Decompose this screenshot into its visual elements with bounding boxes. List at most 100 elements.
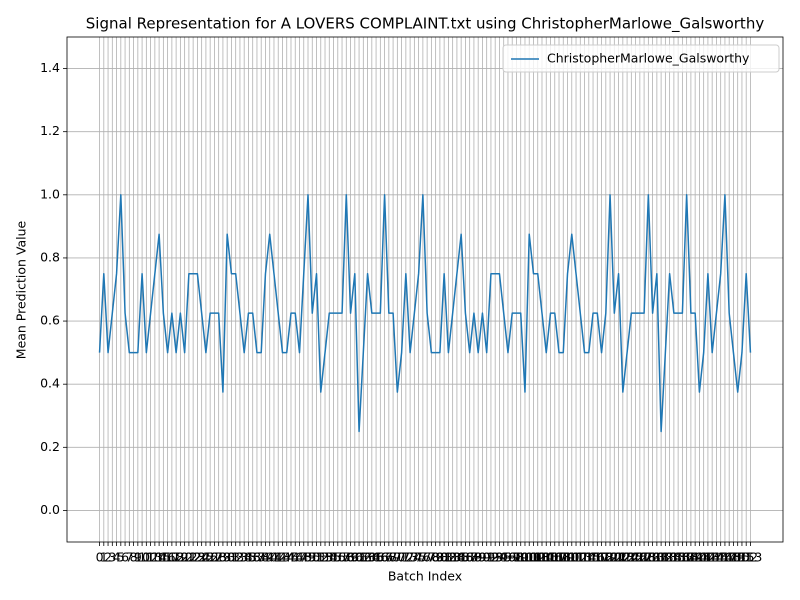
- x-tick-label: 11: [138, 550, 154, 565]
- x-tick-label: 83: [445, 550, 461, 565]
- x-tick-label: 2: [104, 550, 112, 565]
- x-tick-label: 20: [177, 550, 193, 565]
- x-tick-label: 44: [279, 550, 295, 565]
- x-tick-label: 145: [704, 550, 728, 565]
- x-tick-label: 54: [321, 550, 337, 565]
- x-tick-label: 121: [602, 550, 626, 565]
- x-tick-label: 106: [539, 550, 563, 565]
- x-tick-label: 149: [722, 550, 746, 565]
- x-tick-label: 43: [275, 550, 291, 565]
- x-tick-label: 123: [611, 550, 635, 565]
- x-tick-label: 34: [236, 550, 252, 565]
- x-tick-label: 33: [232, 550, 248, 565]
- x-tick-label: 109: [551, 550, 575, 565]
- x-tick-label: 99: [513, 550, 529, 565]
- plot-frame: [66, 36, 784, 543]
- x-tick-label: 12: [143, 550, 159, 565]
- x-tick-label: 94: [491, 550, 507, 565]
- x-tick-label: 22: [185, 550, 201, 565]
- x-tick-label: 82: [440, 550, 456, 565]
- y-axis-label: Mean Prediction Value: [14, 220, 29, 359]
- x-tick-label: 57: [334, 550, 350, 565]
- x-tick-label: 87: [462, 550, 478, 565]
- line-series: [98, 194, 752, 433]
- x-axis-label: Batch Index: [388, 569, 462, 584]
- x-tick-label: 78: [423, 550, 439, 565]
- x-tick-label: 105: [534, 550, 558, 565]
- y-tick-label: 0.8: [40, 249, 60, 264]
- x-tick-label: 16: [160, 550, 176, 565]
- x-tick-label: 136: [666, 550, 690, 565]
- x-tick-label: 42: [270, 550, 286, 565]
- x-tick-label: 58: [338, 550, 354, 565]
- x-tick-label: 36: [245, 550, 261, 565]
- x-tick-label: 129: [636, 550, 660, 565]
- x-tick-label: 38: [253, 550, 269, 565]
- x-tick-label: 141: [687, 550, 711, 565]
- legend-box: [502, 44, 780, 73]
- x-tick-label: 77: [419, 550, 435, 565]
- legend-label: ChristopherMarlowe_Galsworthy: [547, 51, 750, 66]
- x-tick-label: 120: [598, 550, 622, 565]
- x-tick-label: 79: [428, 550, 444, 565]
- x-tick-label: 68: [381, 550, 397, 565]
- x-tick-label: 95: [496, 550, 512, 565]
- x-tick-label: 65: [368, 550, 384, 565]
- x-tick-label: 24: [194, 550, 210, 565]
- x-tick-label: 46: [287, 550, 303, 565]
- x-tick-label: 19: [172, 550, 188, 565]
- x-tick-label: 146: [709, 550, 733, 565]
- x-tick-label: 10: [134, 550, 150, 565]
- y-tick-label: 0.2: [40, 439, 60, 454]
- x-tick-label: 51: [309, 550, 325, 565]
- x-tick-label: 107: [543, 550, 567, 565]
- x-tick-label: 125: [619, 550, 643, 565]
- x-tick-label: 132: [649, 550, 673, 565]
- y-tick-label: 0.0: [40, 502, 60, 517]
- y-tick-label: 1.0: [40, 186, 60, 201]
- x-tick-label: 100: [513, 550, 537, 565]
- x-tick-label: 47: [292, 550, 308, 565]
- x-tick-label: 56: [330, 550, 346, 565]
- x-tick-label: 29: [215, 550, 231, 565]
- y-tick-label: 0.4: [40, 376, 60, 391]
- x-tick-label: 140: [683, 550, 707, 565]
- x-tick-label: 97: [504, 550, 520, 565]
- x-tick-label: 84: [449, 550, 465, 565]
- x-tick-label: 96: [500, 550, 516, 565]
- y-tick-label: 1.2: [40, 123, 60, 138]
- x-tick-label: 41: [266, 550, 282, 565]
- x-tick-label: 114: [573, 550, 597, 565]
- x-tick-label: 9: [134, 550, 142, 565]
- x-tick-label: 137: [670, 550, 694, 565]
- x-tick-label: 21: [181, 550, 197, 565]
- x-tick-label: 117: [585, 550, 609, 565]
- x-tick-label: 39: [258, 550, 274, 565]
- x-tick-label: 81: [436, 550, 452, 565]
- x-tick-label: 26: [202, 550, 218, 565]
- x-tick-label: 75: [411, 550, 427, 565]
- x-tick-label: 143: [696, 550, 720, 565]
- x-tick-label: 80: [432, 550, 448, 565]
- x-tick-label: 61: [351, 550, 367, 565]
- x-tick-label: 1: [100, 550, 108, 565]
- chart-title: Signal Representation for A LOVERS COMPL…: [86, 15, 765, 34]
- x-tick-label: 113: [568, 550, 592, 565]
- x-tick-label: 30: [219, 550, 235, 565]
- x-tick-label: 138: [675, 550, 699, 565]
- x-tick-label: 102: [522, 550, 546, 565]
- x-tick-label: 60: [347, 550, 363, 565]
- x-tick-label: 148: [717, 550, 741, 565]
- x-tick-label: 147: [713, 550, 737, 565]
- x-tick-label: 119: [594, 550, 618, 565]
- y-tick-label: 1.4: [40, 60, 60, 75]
- x-tick-label: 90: [474, 550, 490, 565]
- x-tick-label: 142: [692, 550, 716, 565]
- x-tick-label: 7: [125, 550, 133, 565]
- x-tick-label: 116: [581, 550, 605, 565]
- x-tick-label: 37: [249, 550, 265, 565]
- x-tick-label: 128: [632, 550, 656, 565]
- x-tick-label: 86: [457, 550, 473, 565]
- x-tick-label: 63: [360, 550, 376, 565]
